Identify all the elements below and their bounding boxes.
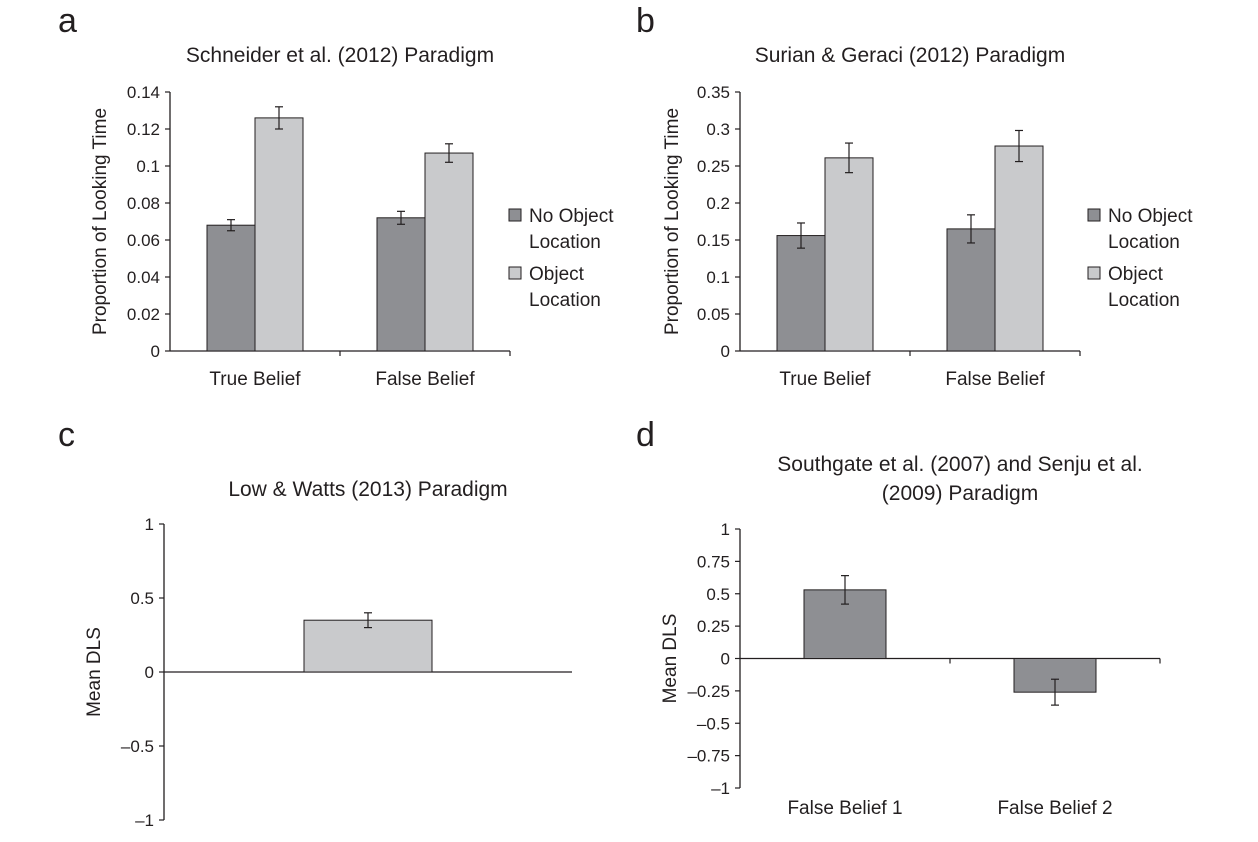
legend-swatch [508, 208, 522, 222]
x-category-label: False Belief 2 [997, 798, 1112, 819]
y-tick-label: 0.08 [127, 194, 160, 213]
y-tick-label: 1 [145, 515, 154, 534]
chart-title: Surian & Geraci (2012) Paradigm [755, 44, 1065, 67]
x-category-label: False Belief [945, 369, 1045, 390]
y-tick-label: 0.1 [136, 157, 160, 176]
y-tick-label: 0.5 [706, 585, 730, 604]
y-tick-label: –1 [135, 811, 154, 830]
y-tick-label: 0.25 [697, 157, 730, 176]
y-tick-label: 0.75 [697, 552, 730, 571]
y-tick-label: 0 [721, 342, 730, 361]
y-tick-label: –1 [711, 779, 730, 798]
y-axis-label: Mean DLS [660, 614, 681, 704]
y-tick-label: 0.02 [127, 305, 160, 324]
legend-swatch [1087, 208, 1101, 222]
y-axis-label: Mean DLS [84, 627, 105, 717]
y-tick-label: –0.5 [697, 714, 730, 733]
legend-label: No Object [1108, 206, 1193, 227]
bar-no-object-location [376, 217, 426, 352]
bar-object-location [994, 145, 1044, 352]
legend-label-line-2: Location [529, 232, 601, 253]
chart-title: Schneider et al. (2012) Paradigm [186, 44, 494, 67]
chart-c: Low & Watts (2013) Paradigm Mean DLS –1 –0.… [84, 478, 572, 830]
chart-title-line-2: (2009) Paradigm [882, 482, 1038, 505]
panel-letter-d: d [636, 416, 655, 454]
bar-no-object-location [206, 224, 256, 352]
legend-swatch [1087, 266, 1101, 280]
y-tick-label: 0.15 [697, 231, 730, 250]
bar-value [303, 619, 433, 673]
y-tick-label: –0.25 [687, 682, 730, 701]
legend-label: Object [529, 264, 585, 285]
y-tick-label: 0.1 [706, 268, 730, 287]
y-tick-label: 0.2 [706, 194, 730, 213]
x-category-label: False Belief 1 [787, 798, 902, 819]
y-tick-label: 0.12 [127, 120, 160, 139]
x-category-label: False Belief [375, 369, 475, 390]
bar-object-location [424, 152, 474, 352]
legend: No Object Location Object Location [1087, 206, 1193, 311]
y-tick-label: 0.3 [706, 120, 730, 139]
legend-label-line-2: Location [529, 290, 601, 311]
legend-swatch [508, 266, 522, 280]
y-tick-label: 0.05 [697, 305, 730, 324]
legend-label-line-2: Location [1108, 232, 1180, 253]
y-tick-label: 0 [721, 650, 730, 669]
panel-letter-a: a [58, 2, 77, 40]
bar-object-location [254, 117, 304, 352]
y-axis-label: Proportion of Looking Time [90, 108, 111, 335]
legend-label-line-2: Location [1108, 290, 1180, 311]
y-tick-label: 0.06 [127, 231, 160, 250]
legend-label: No Object [529, 206, 614, 227]
chart-title: Low & Watts (2013) Paradigm [228, 478, 507, 501]
y-tick-label: 1 [721, 520, 730, 539]
bar-no-object-location [776, 235, 826, 352]
panel-letter-c: c [58, 416, 75, 454]
legend: No Object Location Object Location [508, 206, 614, 311]
y-tick-label: 0 [151, 342, 160, 361]
chart-a: Schneider et al. (2012) Paradigm Proporti… [90, 44, 614, 390]
y-tick-label: –0.75 [687, 747, 730, 766]
bar-no-object-location [946, 228, 996, 352]
y-tick-label: 0.5 [130, 589, 154, 608]
y-tick-label: 0 [145, 663, 154, 682]
x-category-label: True Belief [779, 369, 871, 390]
y-tick-label: 0.04 [127, 268, 160, 287]
y-tick-label: 0.14 [127, 83, 160, 102]
legend-label: Object [1108, 264, 1164, 285]
chart-d: Southgate et al. (2007) and Senju et al.… [660, 453, 1161, 819]
y-tick-label: 0.35 [697, 83, 730, 102]
y-axis-label: Proportion of Looking Time [662, 108, 683, 335]
chart-b: Surian & Geraci (2012) Paradigm Proportio… [662, 44, 1193, 390]
y-tick-label: –0.5 [121, 737, 154, 756]
x-category-label: True Belief [209, 369, 301, 390]
panel-letter-b: b [636, 2, 655, 40]
chart-title: Southgate et al. (2007) and Senju et al. [777, 453, 1142, 476]
bar-object-location [824, 157, 874, 352]
y-tick-label: 0.25 [697, 617, 730, 636]
